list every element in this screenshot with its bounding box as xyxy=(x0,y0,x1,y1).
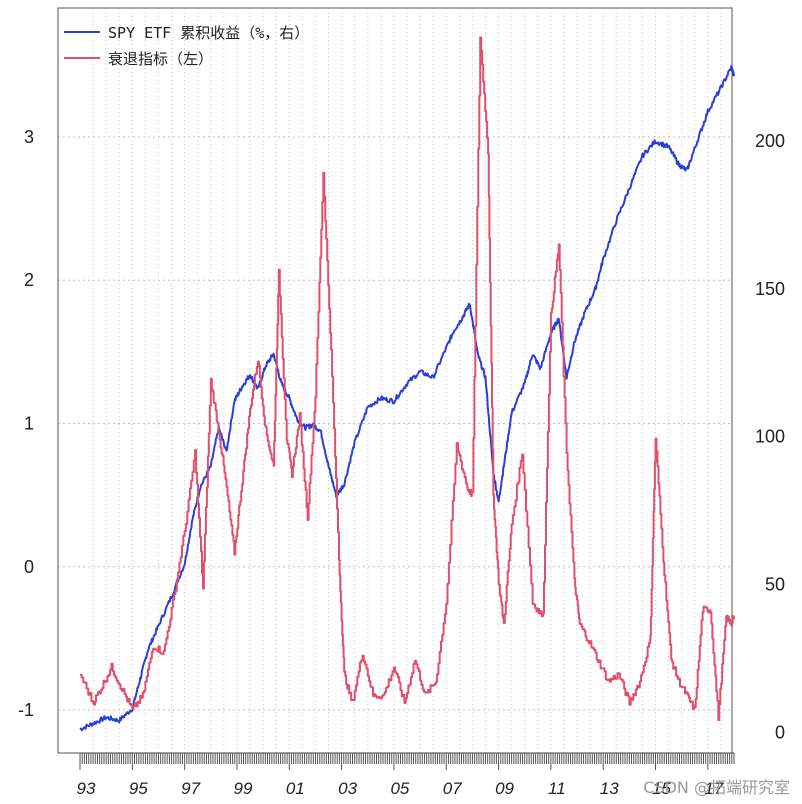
legend: SPY ETF 累积收益（%，右） 衰退指标（左） xyxy=(64,24,309,68)
x-axis: 93 95 97 99 01 03 05 07 09 11 13 15 17 xyxy=(77,752,735,798)
grid-lines xyxy=(58,8,732,753)
x-tick-label: 15 xyxy=(652,779,671,798)
x-tick-label: 95 xyxy=(129,779,148,798)
y-right-tick-label: 50 xyxy=(765,574,785,594)
y-right-tick-label: 100 xyxy=(755,427,785,447)
y-left-tick-label: -1 xyxy=(18,700,34,720)
legend-label-spy: SPY ETF 累积收益（%，右） xyxy=(108,24,309,42)
x-tick-label: 09 xyxy=(495,779,514,798)
watermark: CSDN @拓端研究室 xyxy=(643,778,790,797)
y-right-tick-label: 150 xyxy=(755,279,785,299)
x-tick-label: 03 xyxy=(338,779,357,798)
series-line-spy xyxy=(79,64,735,732)
x-tick-label: 05 xyxy=(390,779,409,798)
y-left-tick-label: 0 xyxy=(24,557,34,577)
y-left-tick-label: 2 xyxy=(24,270,34,290)
series-line-recession xyxy=(80,36,735,721)
x-tick-label: 97 xyxy=(181,779,200,798)
y-left-tick-label: 1 xyxy=(24,413,34,433)
x-tick-label: 11 xyxy=(548,779,566,798)
y-right-tick-label: 0 xyxy=(775,722,785,742)
x-tick-label: 01 xyxy=(286,779,305,798)
x-tick-label: 07 xyxy=(443,779,462,798)
x-tick-label: 99 xyxy=(233,779,252,798)
legend-label-recession: 衰退指标（左） xyxy=(108,50,213,68)
x-tick-label: 93 xyxy=(77,779,96,798)
series-layer xyxy=(79,36,735,732)
y-right-tick-label: 200 xyxy=(755,131,785,151)
plot-frame xyxy=(57,7,733,754)
x-tick-label: 17 xyxy=(704,779,723,798)
y-axis-left: -1 0 1 2 3 xyxy=(18,127,34,720)
y-left-tick-label: 3 xyxy=(24,127,34,147)
x-tick-label: 13 xyxy=(600,779,619,798)
y-axis-right: 0 50 100 150 200 xyxy=(755,131,785,742)
